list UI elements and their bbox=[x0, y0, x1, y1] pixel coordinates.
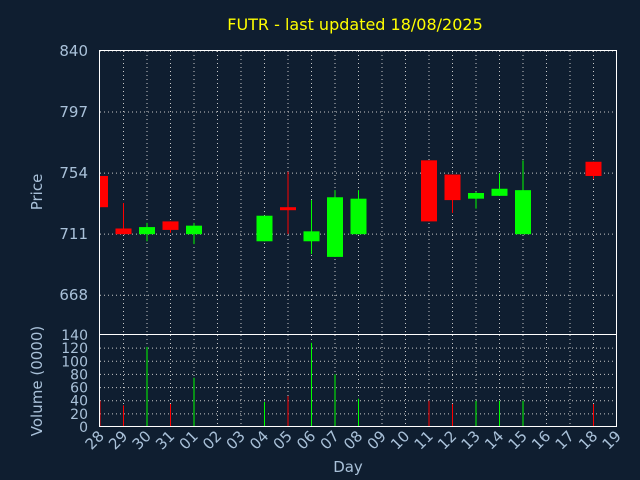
x-tick-label: 10 bbox=[387, 427, 413, 453]
x-tick-label: 17 bbox=[552, 427, 578, 453]
candle-body bbox=[491, 188, 508, 196]
x-tick-label: 06 bbox=[293, 427, 319, 453]
volume-tick-label: 60 bbox=[70, 381, 88, 397]
price-tick-label: 711 bbox=[59, 225, 88, 243]
candle-body bbox=[421, 160, 437, 222]
price-tick-label: 668 bbox=[59, 286, 88, 304]
x-tick-label: 13 bbox=[458, 427, 484, 453]
volume-tick-label: 100 bbox=[61, 354, 88, 370]
candle-body bbox=[350, 198, 367, 235]
candle-body bbox=[115, 228, 132, 235]
volume-plot-frame bbox=[99, 334, 617, 427]
x-tick-label: 08 bbox=[340, 427, 366, 453]
x-tick-label: 05 bbox=[270, 427, 296, 453]
x-tick-label: 11 bbox=[411, 427, 437, 453]
candle-body bbox=[256, 215, 273, 242]
candle-body bbox=[444, 174, 461, 201]
x-tick-label: 18 bbox=[575, 427, 601, 453]
x-tick-label: 30 bbox=[129, 427, 155, 453]
x-axis-title: Day bbox=[333, 458, 363, 476]
x-tick-label: 31 bbox=[152, 427, 178, 453]
volume-tick-label: 0 bbox=[79, 420, 88, 436]
price-tick-label: 797 bbox=[59, 103, 88, 121]
volume-tick-label: 40 bbox=[70, 394, 88, 410]
price-tick-label: 754 bbox=[59, 164, 88, 182]
candle-body bbox=[100, 175, 108, 208]
candle-body bbox=[515, 190, 531, 235]
x-tick-label: 03 bbox=[223, 427, 249, 453]
candle-body bbox=[585, 161, 602, 176]
candle-body bbox=[139, 227, 155, 235]
x-tick-label: 04 bbox=[246, 427, 272, 453]
x-tick-label: 07 bbox=[317, 427, 343, 453]
candle-body bbox=[186, 225, 202, 235]
volume-tick-label: 20 bbox=[70, 407, 88, 423]
volume-axis-title: Volume (0000) bbox=[28, 326, 46, 436]
x-tick-label: 09 bbox=[364, 427, 390, 453]
x-tick-label: 16 bbox=[528, 427, 554, 453]
x-tick-label: 29 bbox=[105, 427, 131, 453]
volume-tick-label: 140 bbox=[61, 328, 88, 344]
candle-body bbox=[280, 207, 296, 211]
price-axis-title: Price bbox=[28, 174, 46, 211]
price-tick-label: 840 bbox=[59, 42, 88, 60]
x-tick-label: 19 bbox=[599, 427, 625, 453]
x-tick-label: 12 bbox=[434, 427, 460, 453]
volume-tick-label: 80 bbox=[70, 367, 88, 383]
candle-body bbox=[303, 231, 320, 242]
candle-body bbox=[327, 197, 343, 257]
x-tick-label: 14 bbox=[481, 427, 507, 453]
candle-body bbox=[468, 193, 484, 199]
chart-title: FUTR - last updated 18/08/2025 bbox=[227, 15, 483, 34]
candle-body bbox=[162, 221, 179, 230]
volume-tick-label: 120 bbox=[61, 341, 88, 357]
x-tick-label: 01 bbox=[176, 427, 202, 453]
x-tick-label: 02 bbox=[199, 427, 225, 453]
x-tick-label: 15 bbox=[505, 427, 531, 453]
